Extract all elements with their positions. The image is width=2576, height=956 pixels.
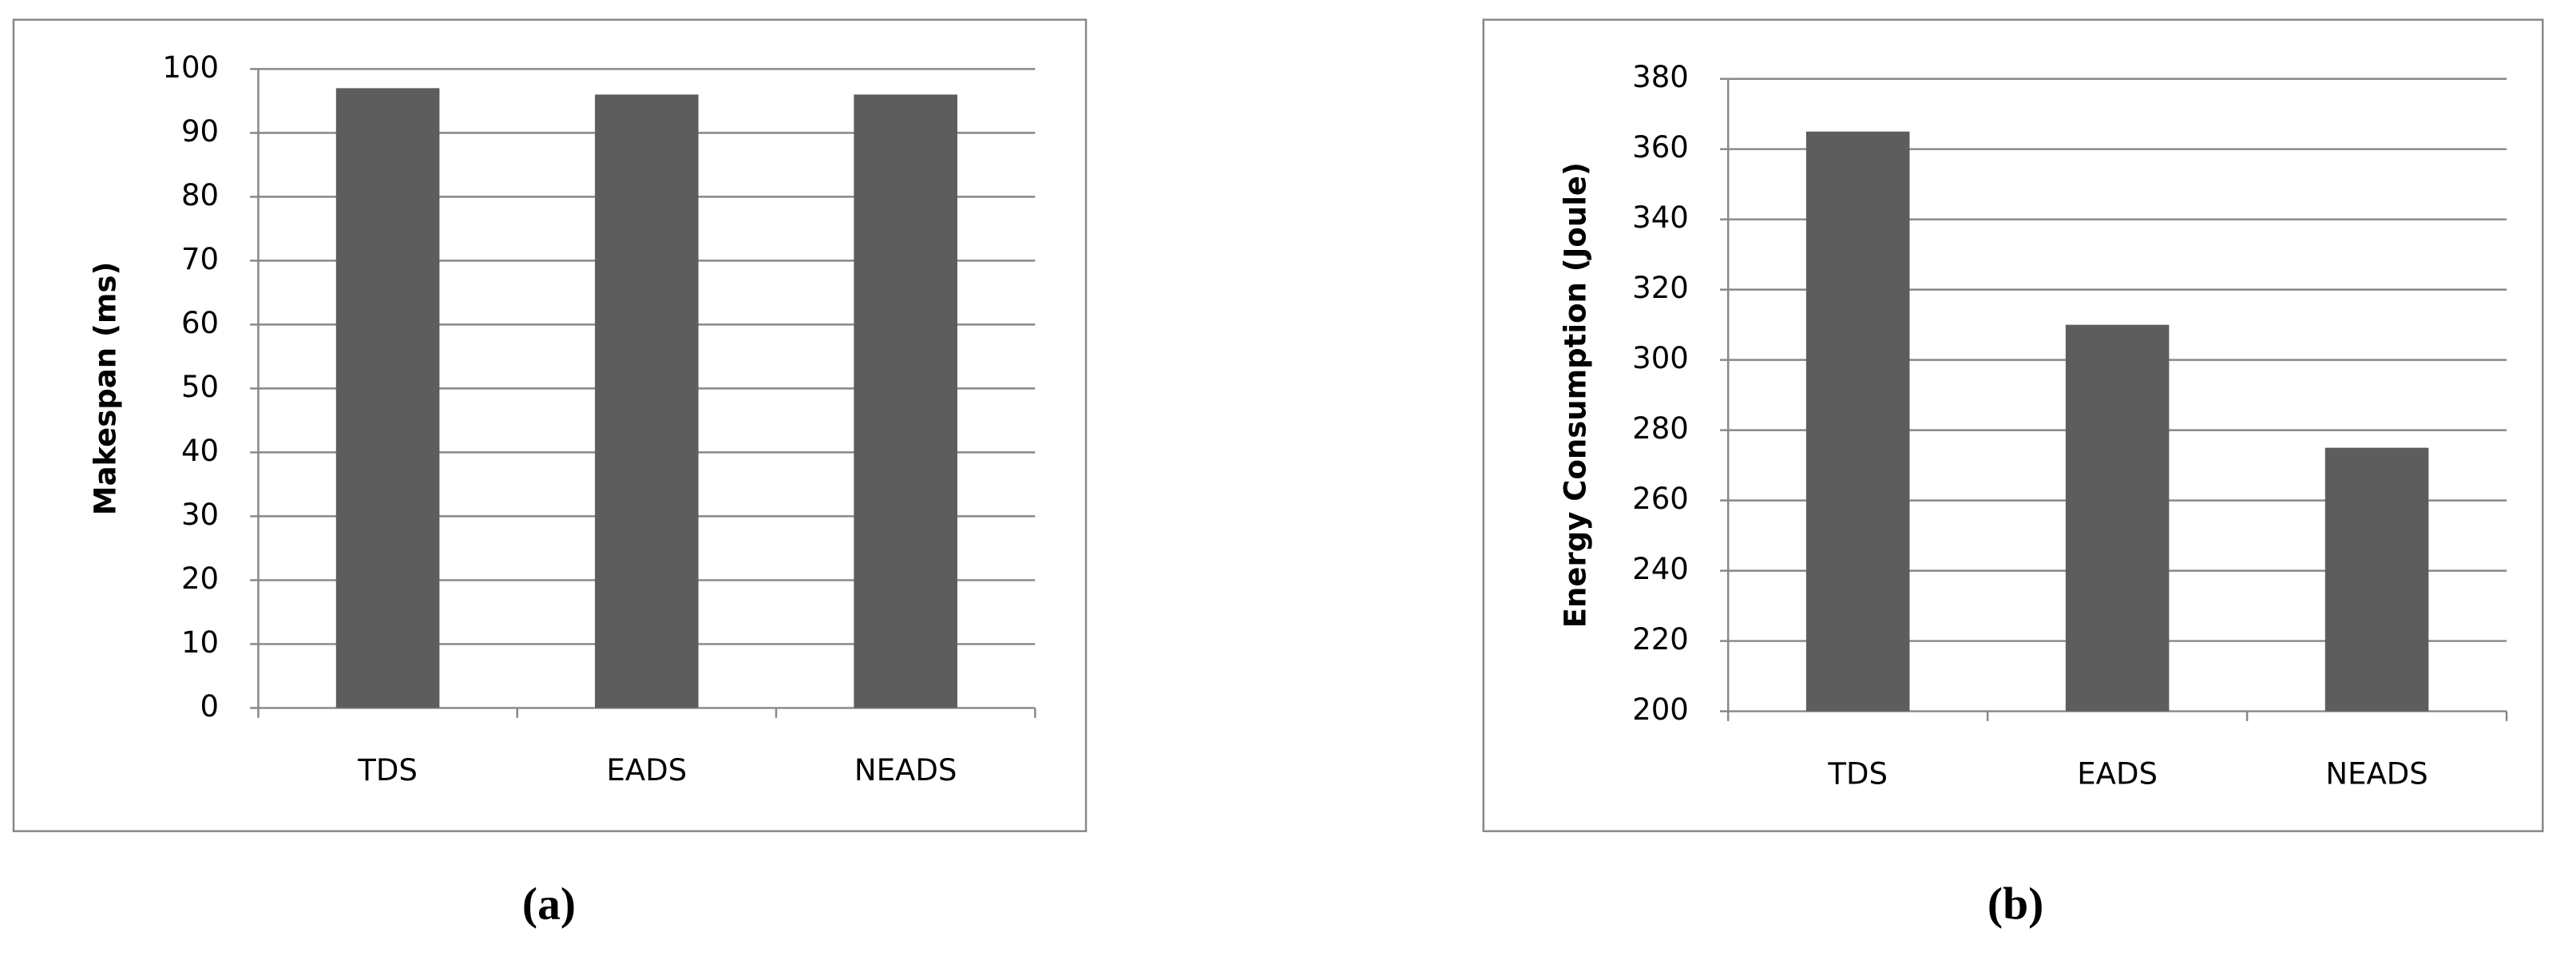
bar	[595, 94, 699, 708]
y-tick-label: 380	[1632, 60, 1689, 94]
y-tick-label: 340	[1632, 200, 1689, 235]
y-tick-label: 20	[181, 561, 219, 596]
caption: (b)	[1987, 879, 2043, 930]
y-tick-label: 260	[1632, 482, 1689, 516]
y-axis-label: Energy Consumption (Joule)	[1558, 162, 1592, 628]
y-tick-label: 300	[1632, 341, 1689, 375]
bar	[1805, 131, 1910, 712]
bar	[854, 94, 957, 708]
y-tick-label: 40	[181, 434, 219, 468]
y-axis-label: Makespan (ms)	[89, 262, 123, 516]
y-tick-label: 50	[181, 370, 219, 404]
y-tick-label: 220	[1632, 622, 1689, 657]
y-tick-label: 0	[200, 689, 220, 724]
y-tick-label: 30	[181, 498, 219, 532]
y-tick-label: 90	[181, 114, 219, 149]
bar	[2065, 324, 2170, 712]
y-tick-label: 240	[1632, 552, 1689, 586]
x-tick-label: TDS	[357, 753, 418, 787]
y-tick-label: 80	[181, 178, 219, 212]
y-tick-label: 360	[1632, 130, 1689, 165]
caption: (a)	[522, 879, 576, 930]
y-tick-label: 100	[162, 50, 219, 85]
x-tick-label: TDS	[1827, 756, 1888, 791]
y-tick-label: 10	[181, 625, 219, 660]
x-tick-label: NEADS	[2325, 756, 2427, 791]
x-tick-label: NEADS	[854, 753, 957, 787]
y-tick-label: 320	[1632, 271, 1689, 305]
x-tick-label: EADS	[606, 753, 687, 787]
y-tick-label: 200	[1632, 692, 1689, 727]
bar	[335, 88, 440, 708]
x-tick-label: EADS	[2077, 756, 2158, 791]
y-tick-label: 60	[181, 306, 219, 340]
bar	[2324, 447, 2429, 712]
y-tick-label: 70	[181, 242, 219, 276]
y-tick-label: 280	[1632, 411, 1689, 446]
